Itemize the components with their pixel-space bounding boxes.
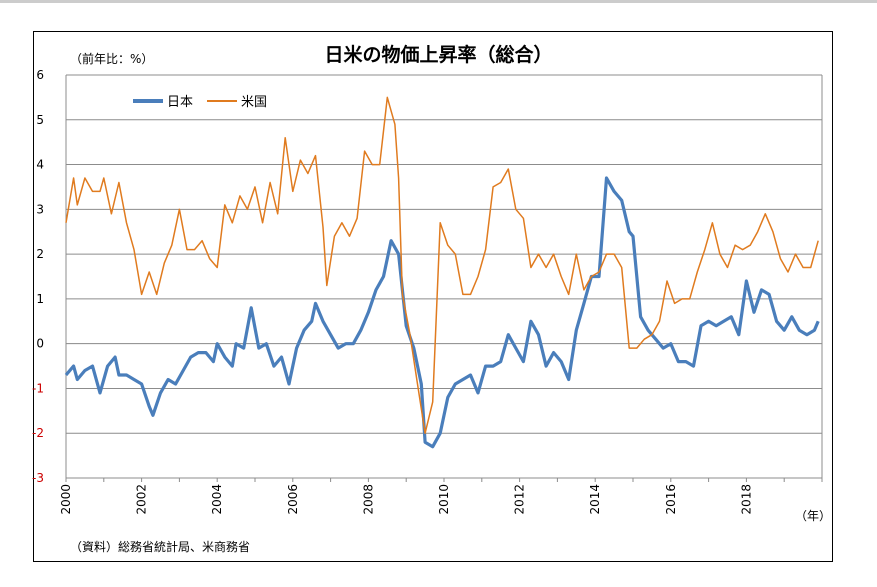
source-note: （資料）総務省統計局、米商務省	[70, 540, 251, 554]
y-tick-label: 4	[36, 158, 44, 172]
legend-label-us: 米国	[241, 95, 268, 110]
x-tick-label: 2000	[59, 484, 73, 515]
y-tick-label: -3	[32, 471, 44, 485]
legend-swatch-japan	[133, 98, 163, 103]
x-tick-label: 2004	[210, 484, 224, 515]
x-tick-label: 2010	[437, 484, 451, 515]
series-line-us	[65, 96, 819, 434]
top-border	[0, 0, 877, 3]
x-tick-label: 2006	[286, 484, 300, 515]
y-tick-label: 3	[36, 202, 44, 216]
x-axis-unit: （年）	[795, 509, 832, 523]
x-tick-label: 2008	[361, 484, 375, 515]
legend: 日本 米国	[133, 91, 281, 110]
y-tick-label: 6	[36, 68, 44, 82]
x-tick-label: 2016	[664, 484, 678, 515]
chart-title: 日米の物価上昇率（総合）	[324, 44, 553, 66]
y-tick-label: 0	[36, 337, 44, 351]
legend-swatch-us	[207, 99, 238, 102]
legend-item-japan: 日本	[133, 91, 193, 110]
series-line-japan	[64, 176, 820, 449]
y-tick-label: -1	[32, 381, 44, 395]
legend-item-us: 米国	[207, 91, 267, 110]
x-tick-label: 2002	[135, 484, 149, 515]
y-tick-label: 1	[36, 292, 44, 306]
y-tick-label: -2	[32, 426, 44, 440]
x-tick-label: 2014	[588, 484, 602, 515]
y-tick-label: 5	[36, 113, 44, 127]
x-tick-label: 2018	[739, 484, 753, 515]
x-tick-label: 2012	[513, 484, 527, 515]
y-tick-label: 2	[36, 247, 44, 261]
legend-label-japan: 日本	[167, 95, 194, 110]
y-axis-unit: （前年比：%）	[70, 52, 154, 66]
